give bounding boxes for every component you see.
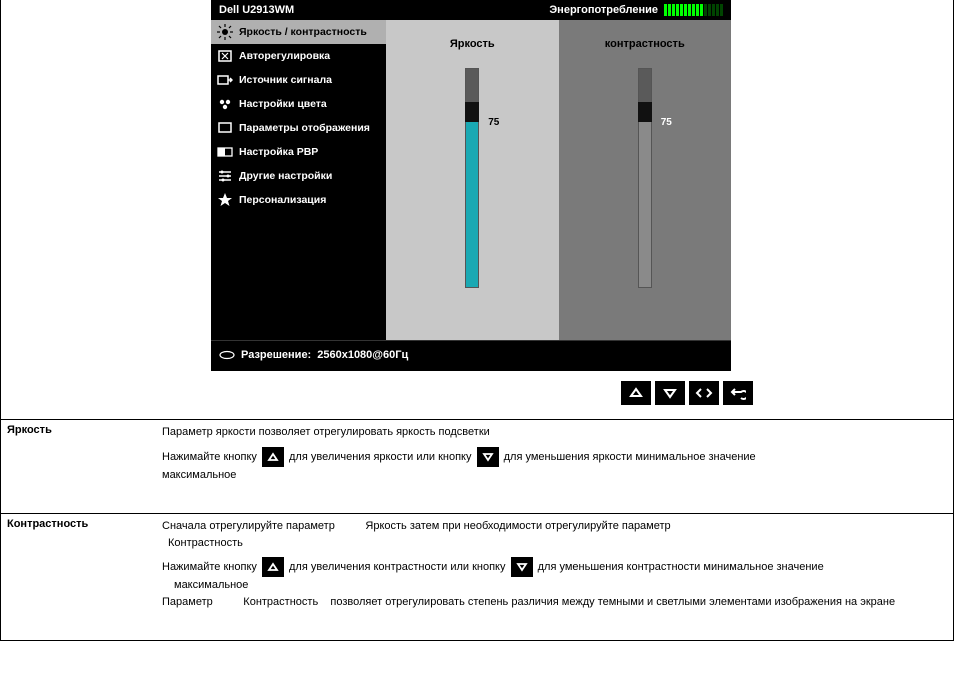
- menu-item-other[interactable]: Другие настройки: [211, 164, 386, 188]
- contrast-description-row: Контрастность Сначала отрегулируйте пара…: [1, 514, 953, 641]
- menu-item-label: Персонализация: [239, 194, 326, 206]
- menu-item-pbp[interactable]: Настройка PBP: [211, 140, 386, 164]
- inline-down-icon: [477, 447, 499, 467]
- text-fragment: для уменьшения контрастности минимальное…: [538, 561, 824, 573]
- brightness-panel: Яркость 75: [386, 20, 559, 340]
- contrast-title: контрастность: [605, 38, 685, 50]
- menu-item-label: Другие настройки: [239, 170, 332, 182]
- menu-item-label: Настройка PBP: [239, 146, 318, 158]
- menu-item-star[interactable]: Персонализация: [211, 188, 386, 212]
- menu-item-auto[interactable]: Авторегулировка: [211, 44, 386, 68]
- contrast-row-body: Сначала отрегулируйте параметр Яркость з…: [156, 514, 953, 640]
- star-icon: [217, 192, 233, 208]
- contrast-slider[interactable]: 75: [638, 68, 652, 288]
- menu-item-brightness[interactable]: Яркость / контрастность: [211, 20, 386, 44]
- resolution-value: 2560x1080@60Гц: [317, 349, 408, 361]
- text-fragment: Параметр: [162, 596, 213, 608]
- text-fragment: Нажимайте кнопку: [162, 561, 257, 573]
- brightness-icon: [217, 24, 233, 40]
- text-fragment: для увеличения яркости или кнопку: [289, 450, 472, 462]
- text-fragment: Яркость затем при необходимости отрегули…: [365, 520, 670, 532]
- text-fragment: Сначала отрегулируйте параметр: [162, 520, 335, 532]
- inline-down-icon: [511, 557, 533, 577]
- text-fragment: позволяет отрегулировать степень различи…: [330, 596, 895, 608]
- text-line: максимальное: [162, 467, 947, 484]
- other-icon: [217, 168, 233, 184]
- energy-label: Энергопотребление: [549, 4, 658, 16]
- nav-down-button[interactable]: [655, 381, 685, 405]
- osd-nav-buttons: [621, 381, 953, 405]
- text-line: Параметр яркости позволяет отрегулироват…: [162, 424, 947, 441]
- menu-item-label: Параметры отображения: [239, 122, 370, 134]
- pbp-icon: [217, 144, 233, 160]
- display-icon: [217, 120, 233, 136]
- brightness-row-body: Параметр яркости позволяет отрегулироват…: [156, 420, 953, 513]
- osd-model: Dell U2913WM: [219, 4, 294, 16]
- nav-back-button[interactable]: [723, 381, 753, 405]
- contrast-row-label: Контрастность: [1, 514, 156, 640]
- menu-item-label: Настройки цвета: [239, 98, 327, 110]
- menu-item-color[interactable]: Настройки цвета: [211, 92, 386, 116]
- input-icon: [217, 72, 233, 88]
- osd-menu: Яркость / контрастность Авторегулировка Ис…: [211, 20, 386, 340]
- resolution-label: Разрешение:: [241, 349, 311, 361]
- brightness-value: 75: [488, 117, 499, 128]
- brightness-description-row: Яркость Параметр яркости позволяет отрег…: [1, 420, 953, 514]
- menu-item-label: Авторегулировка: [239, 50, 330, 62]
- brightness-row-label: Яркость: [1, 420, 156, 513]
- inline-up-icon: [262, 447, 284, 467]
- text-line: максимальное: [162, 577, 947, 594]
- contrast-value: 75: [661, 117, 672, 128]
- text-fragment: для уменьшения яркости минимальное значе…: [504, 450, 756, 462]
- text-fragment: Контрастность: [243, 596, 318, 608]
- text-fragment: для увеличения контрастности или кнопку: [289, 561, 506, 573]
- brightness-slider[interactable]: 75: [465, 68, 479, 288]
- text-line: Контрастность: [162, 535, 947, 552]
- menu-item-label: Яркость / контрастность: [239, 26, 367, 38]
- inline-up-icon: [262, 557, 284, 577]
- menu-item-label: Источник сигнала: [239, 74, 332, 86]
- osd-window: Dell U2913WM Энергопотребление Яркость /…: [211, 0, 731, 371]
- nav-leftright-button[interactable]: [689, 381, 719, 405]
- contrast-panel: контрастность 75: [559, 20, 732, 340]
- brightness-title: Яркость: [450, 38, 495, 50]
- menu-item-display[interactable]: Параметры отображения: [211, 116, 386, 140]
- menu-item-input[interactable]: Источник сигнала: [211, 68, 386, 92]
- osd-footer: Разрешение: 2560x1080@60Гц: [211, 340, 731, 371]
- osd-header: Dell U2913WM Энергопотребление: [211, 0, 731, 20]
- text-fragment: Нажимайте кнопку: [162, 450, 257, 462]
- energy-meter: Энергопотребление: [549, 4, 723, 16]
- auto-icon: [217, 48, 233, 64]
- nav-up-button[interactable]: [621, 381, 651, 405]
- resolution-icon: [219, 347, 235, 363]
- color-icon: [217, 96, 233, 112]
